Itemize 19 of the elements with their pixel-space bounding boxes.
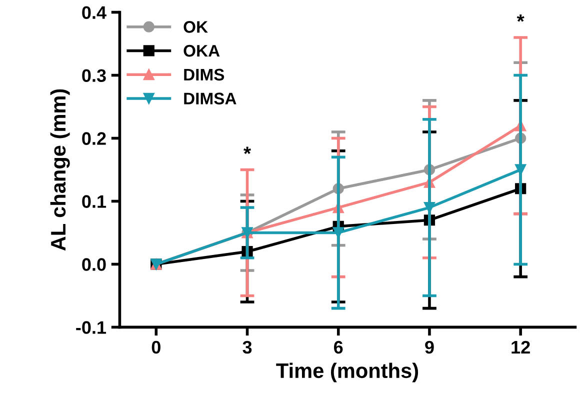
annotation: * <box>244 146 252 154</box>
y-tick-label: -0.1 <box>76 321 106 334</box>
legend-label: OKA <box>184 44 220 57</box>
legend-label: OK <box>184 21 208 33</box>
annotation: * <box>516 14 524 22</box>
x-axis-title: Time (months) <box>276 362 418 382</box>
y-tick-label: 0.2 <box>82 132 106 145</box>
y-tick-label: 0.0 <box>82 258 106 271</box>
x-tick-label: 12 <box>512 340 530 354</box>
y-tick-label: 0.1 <box>82 195 106 208</box>
y-axis-title: AL change (mm) <box>50 89 70 251</box>
x-tick-label: 0 <box>152 340 160 354</box>
legend-label: DIMSA <box>184 92 236 104</box>
x-tick-label: 3 <box>242 340 252 354</box>
legend-label: DIMS <box>184 68 224 81</box>
x-tick-label: 6 <box>334 340 343 354</box>
y-tick-label: 0.4 <box>82 6 106 19</box>
y-tick-label: 0.3 <box>82 69 106 82</box>
x-tick-label: 9 <box>425 340 434 354</box>
